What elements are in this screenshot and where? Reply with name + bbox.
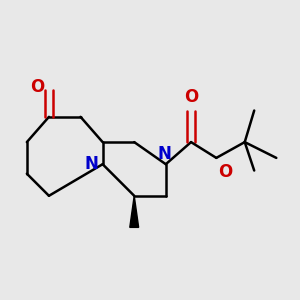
- Polygon shape: [130, 196, 139, 227]
- Text: O: O: [30, 78, 44, 96]
- Text: O: O: [218, 163, 232, 181]
- Text: N: N: [157, 145, 171, 163]
- Text: O: O: [184, 88, 198, 106]
- Text: N: N: [85, 155, 99, 173]
